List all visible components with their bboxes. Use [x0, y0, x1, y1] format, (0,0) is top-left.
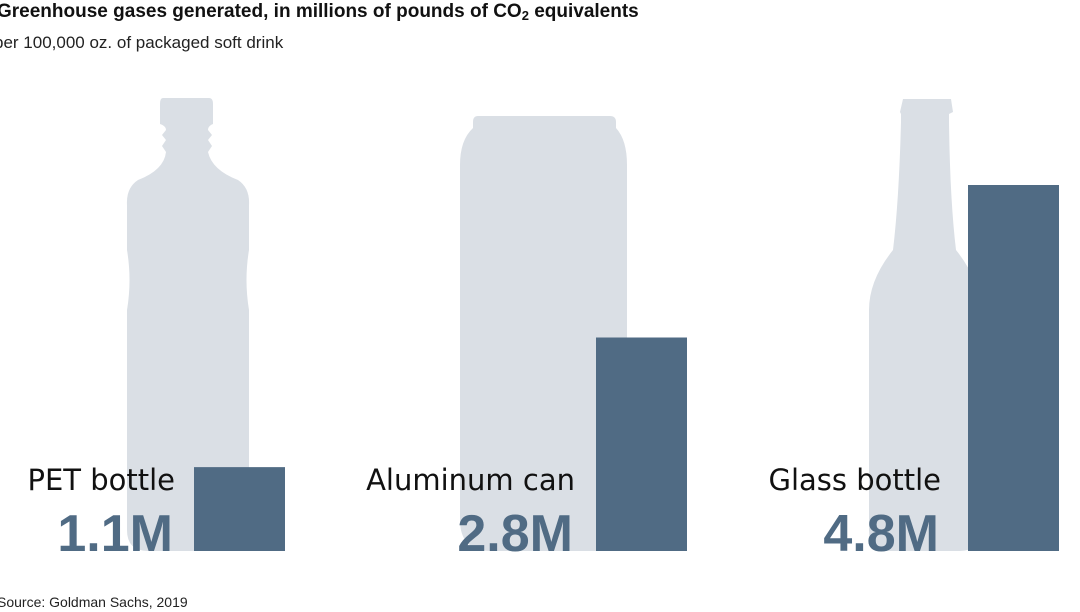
- title-subscript: 2: [521, 8, 529, 23]
- aluminum-can-icon: [460, 116, 627, 551]
- category-label: Aluminum can: [366, 463, 575, 497]
- chart-subtitle: per 100,000 oz. of packaged soft drink: [0, 33, 284, 52]
- category-label: Glass bottle: [768, 463, 941, 497]
- bar-pet-bottle: [194, 467, 285, 551]
- bar-aluminum-can: [596, 337, 687, 551]
- chart-source: Source: Goldman Sachs, 2019: [0, 594, 188, 610]
- glass-bottle-icon: [869, 99, 980, 551]
- value-label: 4.8M: [823, 505, 939, 563]
- bar-glass-bottle: [968, 185, 1059, 551]
- value-label: 2.8M: [457, 505, 573, 563]
- title-text: Greenhouse gases generated, in millions …: [0, 1, 522, 22]
- value-label: 1.1M: [57, 505, 173, 563]
- chart-title: Greenhouse gases generated, in millions …: [0, 1, 639, 23]
- title-suffix: equivalents: [528, 1, 639, 22]
- pet-bottle-icon: [126, 98, 250, 551]
- category-label: PET bottle: [27, 463, 175, 497]
